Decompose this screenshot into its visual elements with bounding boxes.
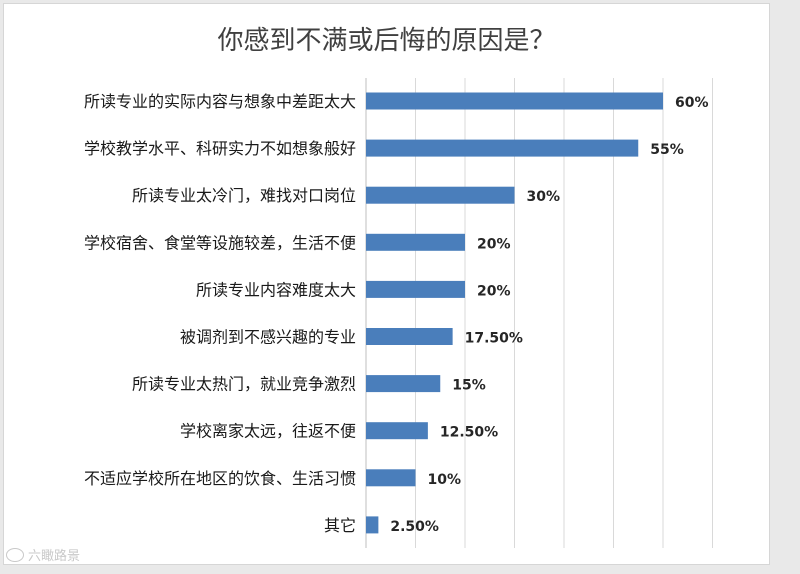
chart-title: 你感到不满或后悔的原因是？ xyxy=(217,26,556,56)
bar xyxy=(366,280,465,298)
category-label: 学校离家太远，往返不便 xyxy=(180,422,356,441)
bar xyxy=(366,233,465,251)
data-label: 10% xyxy=(428,472,462,488)
category-label: 所读专业的实际内容与想象中差距太大 xyxy=(84,92,356,111)
category-label: 其它 xyxy=(324,516,356,535)
bar xyxy=(366,422,428,440)
data-label: 60% xyxy=(675,95,709,111)
bar xyxy=(366,139,639,157)
data-label: 17.50% xyxy=(465,331,523,347)
bar xyxy=(366,92,663,110)
watermark-logo-icon xyxy=(6,547,24,562)
data-label: 55% xyxy=(650,142,684,158)
category-label: 不适应学校所在地区的饮食、生活习惯 xyxy=(84,469,356,488)
data-label: 20% xyxy=(477,283,511,299)
bar xyxy=(366,469,416,487)
data-label: 2.50% xyxy=(390,519,439,535)
bar xyxy=(366,186,515,204)
data-label: 15% xyxy=(452,378,486,394)
data-label: 30% xyxy=(527,189,561,205)
watermark-text: 六瞰路景 xyxy=(28,549,81,564)
bar xyxy=(366,328,453,345)
bar xyxy=(366,516,379,534)
data-label: 20% xyxy=(477,236,511,252)
category-label: 所读专业太热门，就业竞争激烈 xyxy=(132,375,356,394)
category-label: 被调剂到不感兴趣的专业 xyxy=(180,328,356,347)
category-label: 学校宿舍、食堂等设施较差，生活不便 xyxy=(84,233,356,252)
category-label: 所读专业太冷门，难找对口岗位 xyxy=(132,186,356,205)
watermark: 六瞰路景 xyxy=(6,545,80,564)
bar xyxy=(366,375,441,393)
data-label: 12.50% xyxy=(440,425,498,441)
category-label: 学校教学水平、科研实力不如想象般好 xyxy=(84,139,356,158)
category-label: 所读专业内容难度太大 xyxy=(196,280,356,299)
